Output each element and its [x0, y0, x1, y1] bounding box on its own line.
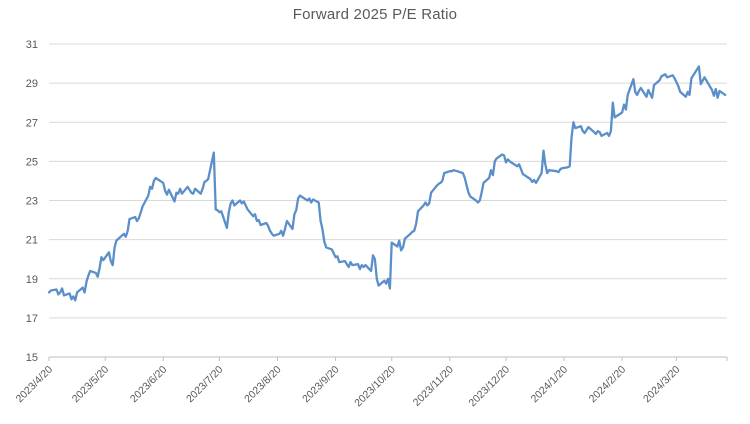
x-axis-tick-label: 2023/9/20 — [300, 364, 342, 406]
y-axis-tick-label: 29 — [26, 78, 38, 90]
x-axis-tick-label: 2024/1/20 — [529, 364, 571, 406]
y-axis-tick-label: 21 — [26, 235, 38, 247]
y-axis-tick-label: 17 — [26, 313, 38, 325]
x-axis-tick-label: 2023/5/20 — [70, 364, 112, 406]
series-line — [47, 65, 727, 302]
y-axis-tick-label: 31 — [26, 39, 38, 51]
x-axis-tick-label: 2023/6/20 — [128, 364, 170, 406]
chart-title: Forward 2025 P/E Ratio — [292, 6, 458, 23]
x-axis-tick-label: 2023/4/20 — [14, 364, 56, 406]
x-axis-tick-label: 2023/7/20 — [184, 364, 226, 406]
x-axis-tick-label: 2023/11/20 — [411, 364, 456, 409]
y-axis-tick-label: 23 — [26, 196, 38, 208]
y-axis-tick-label: 25 — [26, 156, 38, 168]
x-axis-tick-label: 2023/12/20 — [466, 364, 512, 410]
x-axis-tick-label: 2023/10/20 — [352, 364, 398, 410]
y-axis-tick-label: 19 — [26, 274, 38, 286]
x-axis-tick-label: 2024/3/20 — [641, 364, 683, 406]
x-axis-tick-label: 2023/8/20 — [242, 364, 284, 406]
x-axis-tick-label: 2024/2/20 — [587, 364, 629, 406]
y-axis-tick-label: 15 — [26, 352, 38, 364]
y-axis-tick-label: 27 — [26, 117, 38, 129]
